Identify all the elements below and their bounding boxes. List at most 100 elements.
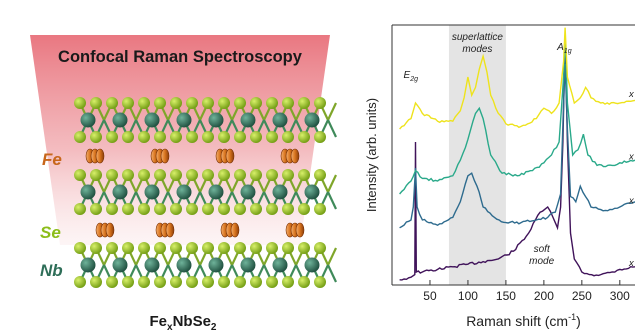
- fe-atom-slice: [165, 222, 175, 238]
- nb-atom: [272, 257, 288, 273]
- fe-atom-slice: [290, 148, 300, 164]
- bond: [327, 191, 337, 210]
- nb-atom: [176, 257, 192, 273]
- selenide-layer: [74, 97, 337, 143]
- e2g-main: E: [404, 70, 411, 81]
- se-atom: [186, 276, 198, 288]
- bond: [327, 247, 337, 266]
- se-atom: [154, 203, 166, 215]
- se-atom: [218, 169, 230, 181]
- nb-atom: [304, 184, 320, 200]
- se-atom: [202, 131, 214, 143]
- spectrum-line-0: [399, 37, 635, 281]
- spectra-lines: x = 0 x = 0.1 x = 0.15 x = 0.2: [399, 27, 635, 281]
- se-atom: [202, 242, 214, 254]
- nb-atom: [144, 112, 160, 128]
- se-label: Se: [40, 223, 61, 242]
- se-atom: [90, 276, 102, 288]
- nb-atom: [272, 112, 288, 128]
- raman-spectra-panel: x = 0 x = 0.1 x = 0.15 x = 0.2 50 100 150 200 2…: [355, 0, 635, 330]
- formula-fe: Fe: [150, 313, 168, 330]
- selenide-layer: [74, 242, 337, 288]
- se-atom: [266, 276, 278, 288]
- fe-atom-slice: [225, 148, 235, 164]
- se-atom: [122, 97, 134, 109]
- se-atom: [170, 97, 182, 109]
- fe-atom: [95, 222, 115, 238]
- se-atom: [106, 169, 118, 181]
- se-atom: [170, 276, 182, 288]
- se-atom: [314, 242, 326, 254]
- x-tick-label: 150: [496, 289, 516, 303]
- formula-2: 2: [211, 322, 217, 330]
- a1g-sub: 1g: [564, 48, 572, 55]
- se-atom: [234, 131, 246, 143]
- nb-atom: [304, 257, 320, 273]
- raman-spectra-chart: x = 0 x = 0.1 x = 0.15 x = 0.2 50 100 150 200 2…: [364, 24, 635, 329]
- se-atom: [74, 203, 86, 215]
- nb-atom: [144, 257, 160, 273]
- nb-atom: [112, 184, 128, 200]
- se-atom: [106, 276, 118, 288]
- se-atom: [234, 242, 246, 254]
- fe-atom-slice: [295, 222, 305, 238]
- x-tick-label: 300: [610, 289, 630, 303]
- nb-atom: [80, 112, 96, 128]
- fe-atom: [85, 148, 105, 164]
- se-atom: [154, 276, 166, 288]
- se-atom: [138, 169, 150, 181]
- compound-formula: FexNbSe2: [150, 313, 217, 330]
- se-atom: [298, 169, 310, 181]
- se-atom: [234, 97, 246, 109]
- se-atom: [170, 169, 182, 181]
- se-atom: [74, 97, 86, 109]
- se-atom: [90, 203, 102, 215]
- x-axis-label-close: ): [576, 313, 581, 329]
- se-atom: [186, 169, 198, 181]
- se-atom: [314, 131, 326, 143]
- bond: [327, 102, 337, 121]
- se-atom: [282, 169, 294, 181]
- bond: [327, 264, 337, 283]
- se-atom: [266, 131, 278, 143]
- a1g-main: A: [556, 42, 564, 53]
- se-atom: [202, 276, 214, 288]
- x-axis-label: Raman shift (cm-1): [466, 312, 581, 329]
- x-axis-label-main: Raman shift (cm: [466, 313, 568, 329]
- nb-atom: [208, 257, 224, 273]
- fe-atom: [280, 148, 300, 164]
- crystal-structure-illustration: Confocal Raman Spectroscopy Fe Se Nb Fex…: [30, 35, 337, 333]
- se-atom: [106, 131, 118, 143]
- se-atom: [170, 242, 182, 254]
- nb-atom: [112, 112, 128, 128]
- x-axis-label-sup: -1: [568, 312, 576, 322]
- se-atom: [218, 131, 230, 143]
- crystal-structure-panel: Confocal Raman Spectroscopy Fe Se Nb Fex…: [30, 35, 337, 333]
- series-label-2: x = 0.15: [628, 151, 635, 162]
- nb-atom: [176, 184, 192, 200]
- se-atom: [298, 242, 310, 254]
- se-atom: [298, 276, 310, 288]
- se-atom: [90, 169, 102, 181]
- x-tick-label: 100: [458, 289, 478, 303]
- bond: [327, 174, 337, 193]
- a1g-annotation: A1g: [556, 42, 572, 55]
- spectrum-line-1: [399, 63, 635, 229]
- se-atom: [202, 97, 214, 109]
- se-atom: [74, 276, 86, 288]
- superlattice-label: superlattice: [452, 32, 504, 43]
- se-atom: [186, 97, 198, 109]
- se-atom: [186, 242, 198, 254]
- se-atom: [218, 97, 230, 109]
- se-atom: [298, 131, 310, 143]
- se-atom: [170, 203, 182, 215]
- fe-atom: [220, 222, 240, 238]
- se-atom: [298, 203, 310, 215]
- bond: [327, 119, 337, 138]
- soft-mode-label-line1: soft: [534, 244, 551, 255]
- e2g-annotation: E2g: [404, 70, 419, 83]
- crystal-lattice: [74, 97, 337, 288]
- se-atom: [186, 203, 198, 215]
- x-tick-label: 50: [423, 289, 437, 303]
- fe-atom: [155, 222, 175, 238]
